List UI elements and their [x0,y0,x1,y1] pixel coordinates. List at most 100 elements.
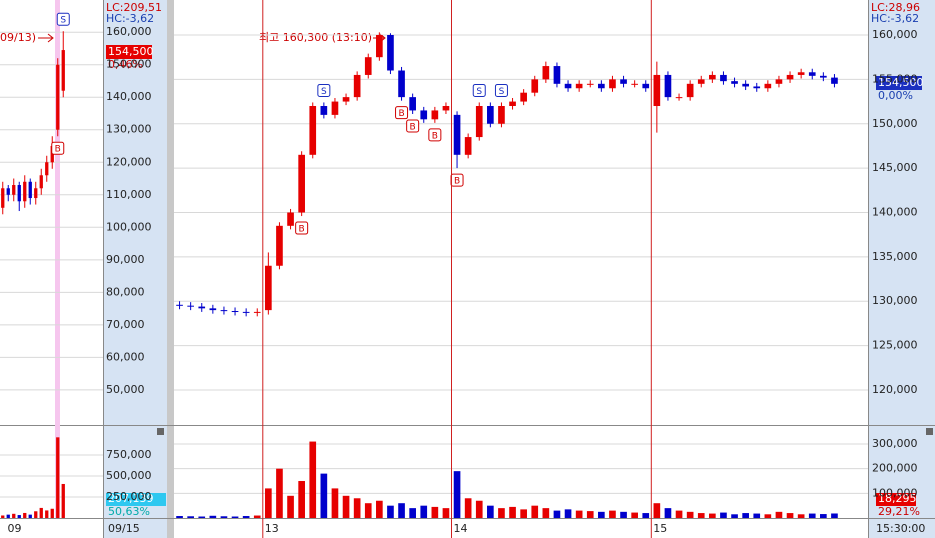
y-tick-label: 80,000 [106,285,145,298]
signal-label: B [299,225,305,235]
y-tick-label: 110,000 [106,188,152,201]
candle-body [420,110,428,120]
candle-body [542,66,550,80]
volume-bar [398,503,405,518]
volume-bar [187,516,194,518]
candle-body [242,311,250,313]
volume-bar [34,511,38,518]
y-tick-label: 150,000 [106,58,152,71]
candle-body [487,106,494,124]
volume-bar [409,508,416,518]
candle-body [12,185,16,195]
candle-body [831,77,838,84]
signal-label: B [454,177,460,187]
volume-bar [50,508,54,518]
signal-label: S [321,87,327,97]
candle-body [198,306,206,309]
volume-bar [531,505,539,518]
candle-body [331,101,339,115]
volume-bar [664,508,672,518]
lc-label: LC:28,96 [871,1,920,14]
volume-bar [242,516,250,518]
candle-body [764,83,772,89]
lc-label: LC:209,51 [106,1,162,14]
volume-bar [709,513,716,518]
y-tick-label: 100,000 [872,486,918,499]
signal-box [406,119,420,133]
candle-body [553,66,561,84]
pane-button[interactable] [157,428,164,435]
volume-box [876,493,916,506]
candle-body [39,175,43,189]
volume-bar [620,511,627,518]
change-label: 0,46% [108,58,143,71]
candle-body [697,79,705,84]
volume-bar [586,511,594,518]
candle-body [664,74,672,98]
splitter[interactable] [167,0,174,538]
volume-bar [786,513,794,518]
volume-bar [475,500,483,518]
volume-bar [642,513,650,518]
signal-label: B [55,145,61,155]
candle-body [61,50,65,91]
volume-bar [265,488,272,518]
volume-bar [253,515,261,518]
signal-label: B [410,122,416,132]
candle-body [720,74,727,82]
y-tick-label: 160,000 [106,25,152,38]
hc-label: HC:-3,62 [871,12,919,25]
signal-box [472,83,486,97]
volume-bar [220,516,228,518]
candle-body [1,188,5,208]
signal-box [395,106,409,120]
x-end-label: 09/15 [108,522,140,535]
y-tick-label: 145,000 [872,161,918,174]
volume-bar [442,508,450,518]
volume-bar [12,513,16,518]
y-tick-label: 135,000 [872,250,918,263]
highlight-band [55,0,60,518]
volume-bar [298,481,305,518]
volume-bar [431,506,439,518]
volume-bar [820,514,827,518]
candle-body [709,74,716,80]
volume-bar [231,516,239,518]
y-tick-label: 130,000 [106,123,152,136]
volume-bar [764,514,772,518]
y-tick-label: 140,000 [106,90,152,103]
volume-bar [609,510,616,518]
candle-body [320,106,328,115]
candle-body [409,97,416,111]
volume-bar [808,513,816,518]
x-axis-area [0,518,103,538]
volume-bar [520,509,527,518]
candle-body [609,79,616,89]
signal-label: B [432,131,438,141]
volume-bar [675,510,683,518]
signal-box [295,221,309,235]
x-tick-label: 13 [265,522,279,535]
volume-bar [309,441,317,518]
volume-bar [6,514,10,518]
y-tick-label: 130,000 [872,294,918,307]
price-box [876,76,922,90]
pane-button[interactable] [926,428,933,435]
price-label: 154,500 [878,76,924,89]
x-tick-label: 14 [454,522,468,535]
y-tick-label: 120,000 [106,155,152,168]
y-tick-label: 140,000 [872,206,918,219]
volume-bar [209,515,217,518]
y-tick-label: 120,000 [872,383,918,396]
volume-bar [831,513,838,518]
volume-bar [364,503,372,518]
y-tick-label: 160,000 [872,28,918,41]
candle-body [620,79,627,84]
y-tick-label: 300,000 [872,437,918,450]
candle-body [575,83,583,89]
volume-bar [320,473,328,518]
candle-body [364,57,372,75]
volume-bar [287,495,294,518]
volume-bar [509,506,516,518]
